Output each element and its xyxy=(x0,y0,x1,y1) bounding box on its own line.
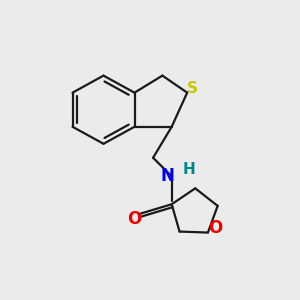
Text: N: N xyxy=(160,167,174,185)
Text: O: O xyxy=(208,219,222,237)
Text: S: S xyxy=(187,81,198,96)
Text: H: H xyxy=(182,162,195,177)
Text: O: O xyxy=(127,210,141,228)
